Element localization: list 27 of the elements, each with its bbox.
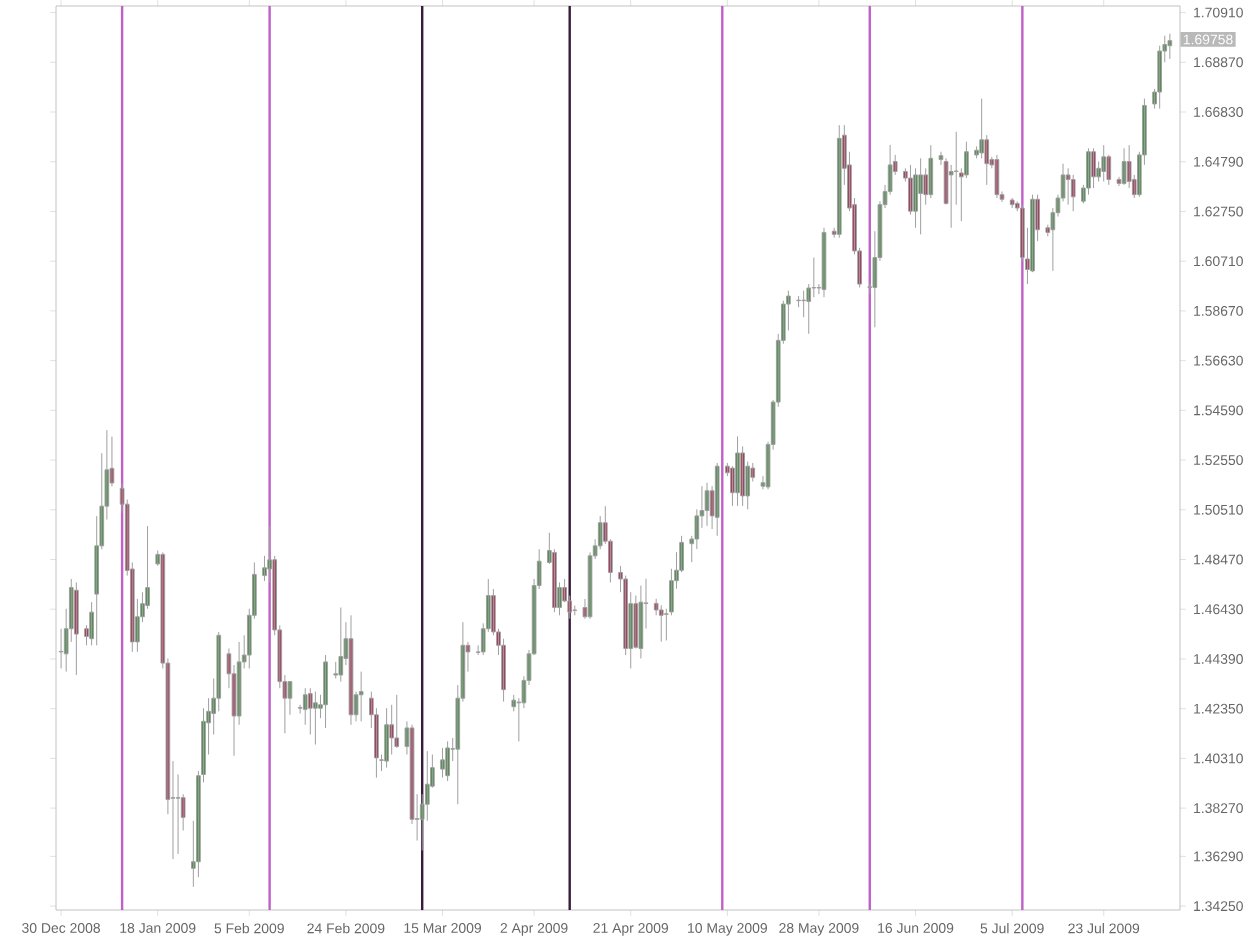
candlestick <box>1091 147 1096 189</box>
candlestick <box>1121 147 1127 186</box>
candlestick <box>994 154 1000 199</box>
candlestick <box>445 740 450 782</box>
candlestick <box>394 694 400 749</box>
candlestick <box>1070 174 1076 212</box>
candlestick <box>323 654 328 729</box>
candlestick <box>313 691 318 745</box>
candlestick <box>704 482 710 527</box>
candlestick <box>348 614 354 726</box>
candlestick <box>638 585 644 659</box>
candlestick <box>928 144 934 199</box>
candlestick <box>918 157 923 235</box>
candlestick <box>836 124 842 239</box>
candlestick <box>440 747 445 779</box>
candlestick <box>1086 147 1091 196</box>
candlestick <box>358 671 364 722</box>
candlestick <box>714 462 720 537</box>
candlestick <box>384 707 389 769</box>
candlestick <box>1101 144 1107 182</box>
candlestick <box>1065 167 1071 206</box>
candlestick <box>735 435 740 507</box>
candlestick <box>1009 197 1015 209</box>
candlestick <box>1167 33 1173 60</box>
candlestick <box>658 604 664 643</box>
candlestick <box>74 581 79 676</box>
candlestick <box>338 607 344 683</box>
